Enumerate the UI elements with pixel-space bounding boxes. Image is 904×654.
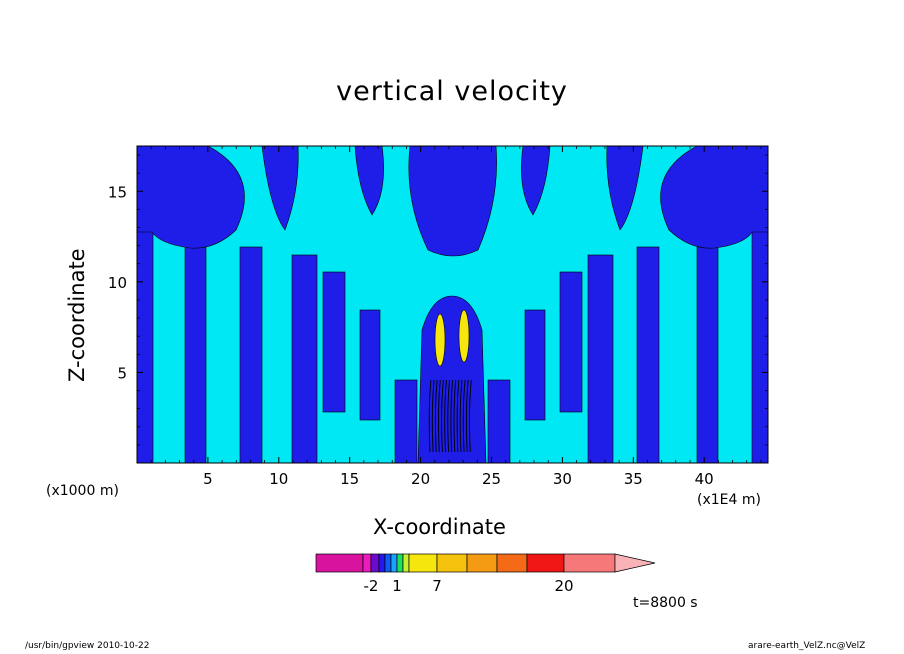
contour-line: [462, 379, 466, 453]
y-unit-note: (x1E4 m): [697, 492, 761, 508]
colorbar-tick-label: 20: [554, 577, 573, 595]
contour-line: [453, 379, 457, 453]
y-axis-ticks: 5 10 15: [108, 154, 768, 446]
y-tick-label: 5: [117, 364, 127, 382]
colorbar-segment: [378, 553, 386, 573]
contour-region: [261, 146, 299, 231]
colorbar-tick-label: 7: [432, 577, 442, 595]
contour-line: [465, 379, 469, 453]
contour-region: [137, 146, 245, 249]
contour-region: [636, 246, 660, 463]
footer-right: arare-earth_VelZ.nc@VelZ: [748, 641, 866, 651]
footer-left: /usr/bin/gpview 2010-10-22: [25, 641, 150, 651]
colorbar-segment: [496, 553, 528, 573]
colorbar-segment: [408, 553, 438, 573]
contour-line: [434, 379, 438, 453]
y-tick-label: 15: [108, 183, 127, 201]
colorbar-extend-arrow: [614, 553, 656, 573]
x-tick-label: 10: [269, 470, 288, 488]
y-axis-label: Z-coordinate: [65, 248, 89, 382]
x-tick-label: 35: [624, 470, 643, 488]
contour-line: [447, 379, 451, 453]
contour-region: [417, 295, 487, 463]
colorbar-segment: [370, 553, 380, 573]
contour-line: [444, 379, 447, 453]
x-tick-label: 15: [340, 470, 359, 488]
positive-core: [458, 309, 470, 363]
colorbar-segment: [315, 553, 364, 573]
colorbar: -2 1 7 20: [315, 553, 656, 595]
colorbar-segment: [390, 553, 398, 573]
chart-title: vertical velocity: [336, 76, 568, 107]
colorbar-segment: [563, 553, 616, 573]
plot-frame: [136, 145, 769, 464]
contour-line: [459, 379, 463, 453]
contour-line: [431, 379, 435, 453]
colorbar-tick-label: -2: [364, 577, 379, 595]
contour-region: [559, 271, 583, 413]
x-tick-label: 40: [695, 470, 714, 488]
contour-region: [291, 254, 318, 463]
field-shapes: [137, 146, 768, 463]
contour-region: [587, 254, 614, 463]
contour-region: [696, 246, 719, 463]
x-tick-label: 20: [411, 470, 430, 488]
contour-region: [606, 146, 644, 231]
contour-region: [487, 379, 511, 463]
x-tick-label: 25: [482, 470, 501, 488]
colorbar-segment: [396, 553, 404, 573]
contour-region: [660, 146, 768, 249]
contour-region: [239, 246, 263, 463]
contour-field: [137, 146, 768, 463]
contour-line: [469, 379, 472, 453]
colorbar-segment: [402, 553, 410, 573]
contour-line: [438, 379, 441, 453]
colorbar-tick-label: 1: [392, 577, 402, 595]
y-tick-label: 10: [108, 274, 127, 292]
contour-region: [394, 379, 418, 463]
contour-region: [524, 309, 546, 421]
colorbar-segment: [362, 553, 372, 573]
contour-line: [441, 379, 444, 453]
positive-core: [434, 313, 446, 367]
colorbar-segment: [466, 553, 498, 573]
colorbar-segment: [384, 553, 392, 573]
colorbar-segment: [526, 553, 565, 573]
x-tick-label: 30: [553, 470, 572, 488]
x-axis-ticks: 5 10 15 20 25 30 35 40: [150, 146, 762, 488]
x-axis-label: X-coordinate: [373, 515, 506, 539]
x-unit-note: (x1000 m): [46, 483, 119, 499]
contour-region: [408, 146, 497, 257]
contour-region: [521, 146, 551, 216]
colorbar-segment: [436, 553, 468, 573]
contour-line: [456, 379, 460, 453]
x-tick-label: 5: [203, 470, 213, 488]
contour-region: [359, 309, 381, 421]
contour-line: [428, 379, 432, 453]
contour-region: [184, 246, 207, 463]
contour-line: [450, 379, 454, 453]
contour-region: [322, 271, 346, 413]
contour-region: [354, 146, 384, 216]
plot-area: 5 10 15 20 25 30 35 40 5 10 15: [108, 145, 769, 488]
time-label: t=8800 s: [633, 595, 698, 611]
